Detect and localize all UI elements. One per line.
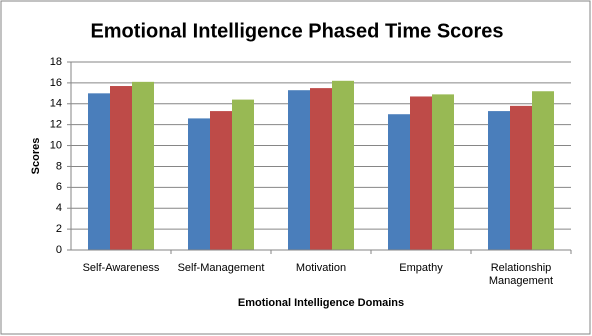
y-tick-label: 18 <box>50 56 62 68</box>
x-tick-label: Self-Awareness <box>82 262 160 274</box>
bar <box>110 86 132 251</box>
bar <box>88 93 110 250</box>
bar <box>410 96 432 250</box>
y-axis-label: Scores <box>30 138 42 175</box>
bar <box>510 105 532 250</box>
bar <box>488 111 510 250</box>
y-tick-label: 12 <box>50 119 62 131</box>
y-tick-label: 10 <box>50 139 62 151</box>
chart-title: Emotional Intelligence Phased Time Score… <box>90 20 503 42</box>
y-tick-label: 4 <box>56 202 62 214</box>
y-tick-label: 0 <box>56 244 62 256</box>
y-tick-label: 16 <box>50 77 62 89</box>
bar <box>532 91 554 250</box>
y-tick-label: 2 <box>56 223 62 235</box>
x-tick-label: Self-Management <box>177 262 265 274</box>
bar <box>432 94 454 250</box>
x-tick-label: Empathy <box>399 262 443 274</box>
y-tick-label: 6 <box>56 181 62 193</box>
x-tick-label: Relationship Management <box>488 262 554 287</box>
bar <box>188 118 210 251</box>
x-tick-label: Motivation <box>295 262 347 274</box>
y-tick-label: 8 <box>56 160 62 172</box>
bar <box>310 88 332 250</box>
bar <box>332 80 354 250</box>
y-tick-label: 14 <box>50 98 62 110</box>
bar <box>210 111 232 250</box>
x-axis-label: Emotional Intelligence Domains <box>238 297 404 309</box>
bar <box>288 90 310 250</box>
bar <box>132 81 154 250</box>
bar <box>388 114 410 250</box>
bar <box>232 99 254 250</box>
